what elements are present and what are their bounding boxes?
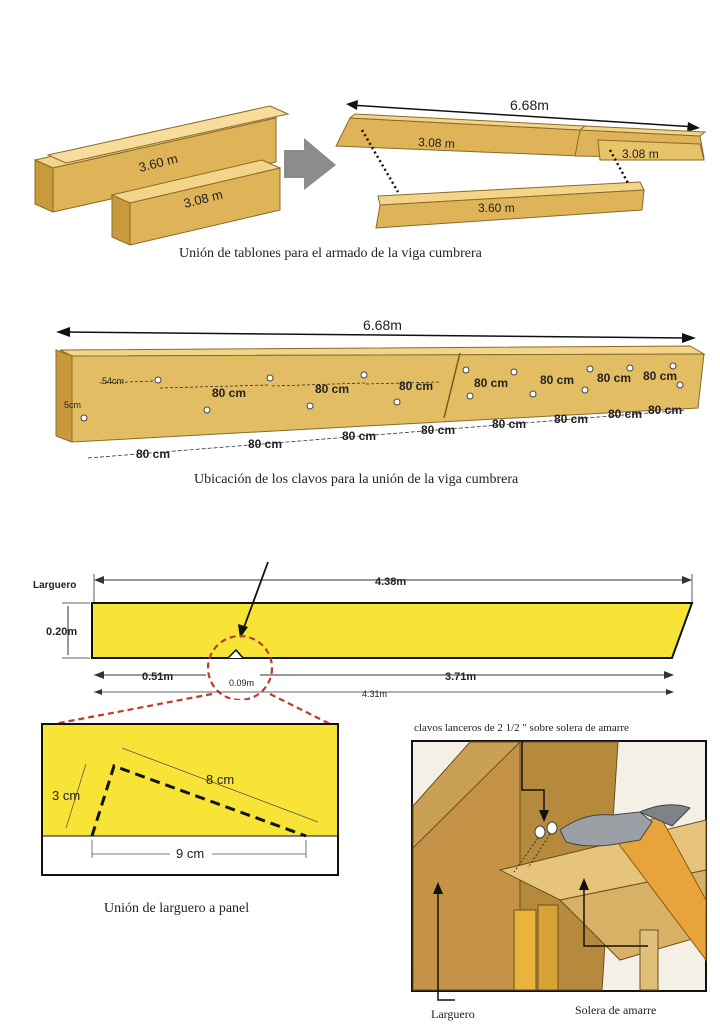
nail-marks: [80, 362, 684, 422]
upper-spacing-5: 80 cm: [540, 373, 574, 387]
larguero-beam: [91, 602, 694, 659]
nail-pointer-arrow: [521, 741, 545, 816]
lower-spacing-6: 80 cm: [554, 412, 588, 426]
lower-spacing-5: 80 cm: [492, 417, 526, 431]
notch-pointer-arrow: [242, 561, 269, 631]
lower-plank-label: 3.60 m: [478, 201, 515, 215]
edge-top-label: 54cm: [102, 376, 124, 386]
larguero-bottom-label: Larguero: [431, 1007, 475, 1021]
plank-pair-short: [110, 159, 282, 246]
upper-spacing-7: 80 cm: [643, 369, 677, 383]
section5-title: clavos lanceros de 2 1/2 " sobre solera …: [414, 722, 629, 734]
right-distance-label: 3.71m: [445, 671, 476, 683]
section4-caption: Unión de larguero a panel: [104, 901, 250, 916]
joined-left-label: 3.08 m: [418, 135, 455, 151]
larguero-title: Larguero: [33, 580, 76, 591]
base-label: 9 cm: [176, 846, 204, 861]
larguero-height-label: 0.20m: [46, 626, 77, 638]
upper-dimension-lines: [99, 380, 441, 389]
detail-highlight-circle: [206, 634, 274, 700]
beam-side-face: [71, 353, 705, 443]
joined-beam: [335, 113, 707, 161]
lower-spacing-2: 80 cm: [248, 437, 282, 451]
upper-spacing-4: 80 cm: [474, 376, 508, 390]
lower-spacing-1: 80 cm: [136, 447, 170, 461]
beam-total-length-label: 6.68m: [363, 317, 402, 333]
larguero-length-label: 4.38m: [375, 576, 406, 588]
larguero-notch: [227, 648, 244, 659]
section1-caption: Unión de tablones para el armado de la v…: [179, 246, 482, 261]
lower-spacing-7: 80 cm: [608, 407, 642, 421]
plank-joining-diagram: 3.60 m 3.08 m 6.68m 3.08 m 3.08 m 3.60 m: [33, 97, 707, 246]
nail-placement-diagram: 6.68m 54cm 5cm 80 cm 80 cm 80 cm 80 cm 8…: [55, 317, 706, 461]
left-distance-label: 0.51m: [142, 671, 173, 683]
larguero-pointer-arrow: [437, 890, 455, 1001]
total-length-arrow: [346, 100, 700, 132]
solera-pointer-arrow: [583, 886, 648, 947]
side-label: 3 cm: [52, 788, 80, 803]
detail-yellow-area: [43, 725, 337, 836]
dotted-connector-right: [608, 149, 630, 184]
diagonal-label: 8 cm: [206, 772, 234, 787]
upper-spacing-3: 80 cm: [399, 379, 433, 393]
upper-spacing-1: 80 cm: [212, 386, 246, 400]
solera-bottom-label: Solera de amarre: [575, 1003, 656, 1017]
upper-spacing-2: 80 cm: [315, 382, 349, 396]
arrow-right-icon: [284, 138, 336, 190]
hammer-icon: [559, 804, 707, 962]
total-length-label: 6.68m: [510, 97, 549, 113]
joined-right-label: 3.08 m: [622, 147, 659, 161]
lower-dimension-line: [87, 409, 687, 459]
lower-plank: [375, 181, 645, 229]
plank-pair-long: [33, 105, 290, 213]
dotted-connector-left: [360, 129, 400, 193]
cut-line: [90, 764, 307, 838]
section2-caption: Ubicación de los clavos para la unión de…: [194, 472, 519, 487]
edge-side-label: 5cm: [64, 400, 81, 410]
upper-spacing-6: 80 cm: [597, 371, 631, 385]
larguero-elevation: Larguero 4.38m 0.20m 0.51m 0.09m 3.71m 4…: [33, 561, 694, 700]
bottom-length-label: 4.31m: [362, 689, 387, 699]
lower-spacing-3: 80 cm: [342, 429, 376, 443]
lower-spacing-8: 80 cm: [648, 403, 682, 417]
lower-spacing-4: 80 cm: [421, 423, 455, 437]
notch-width-label: 0.09m: [229, 678, 254, 688]
